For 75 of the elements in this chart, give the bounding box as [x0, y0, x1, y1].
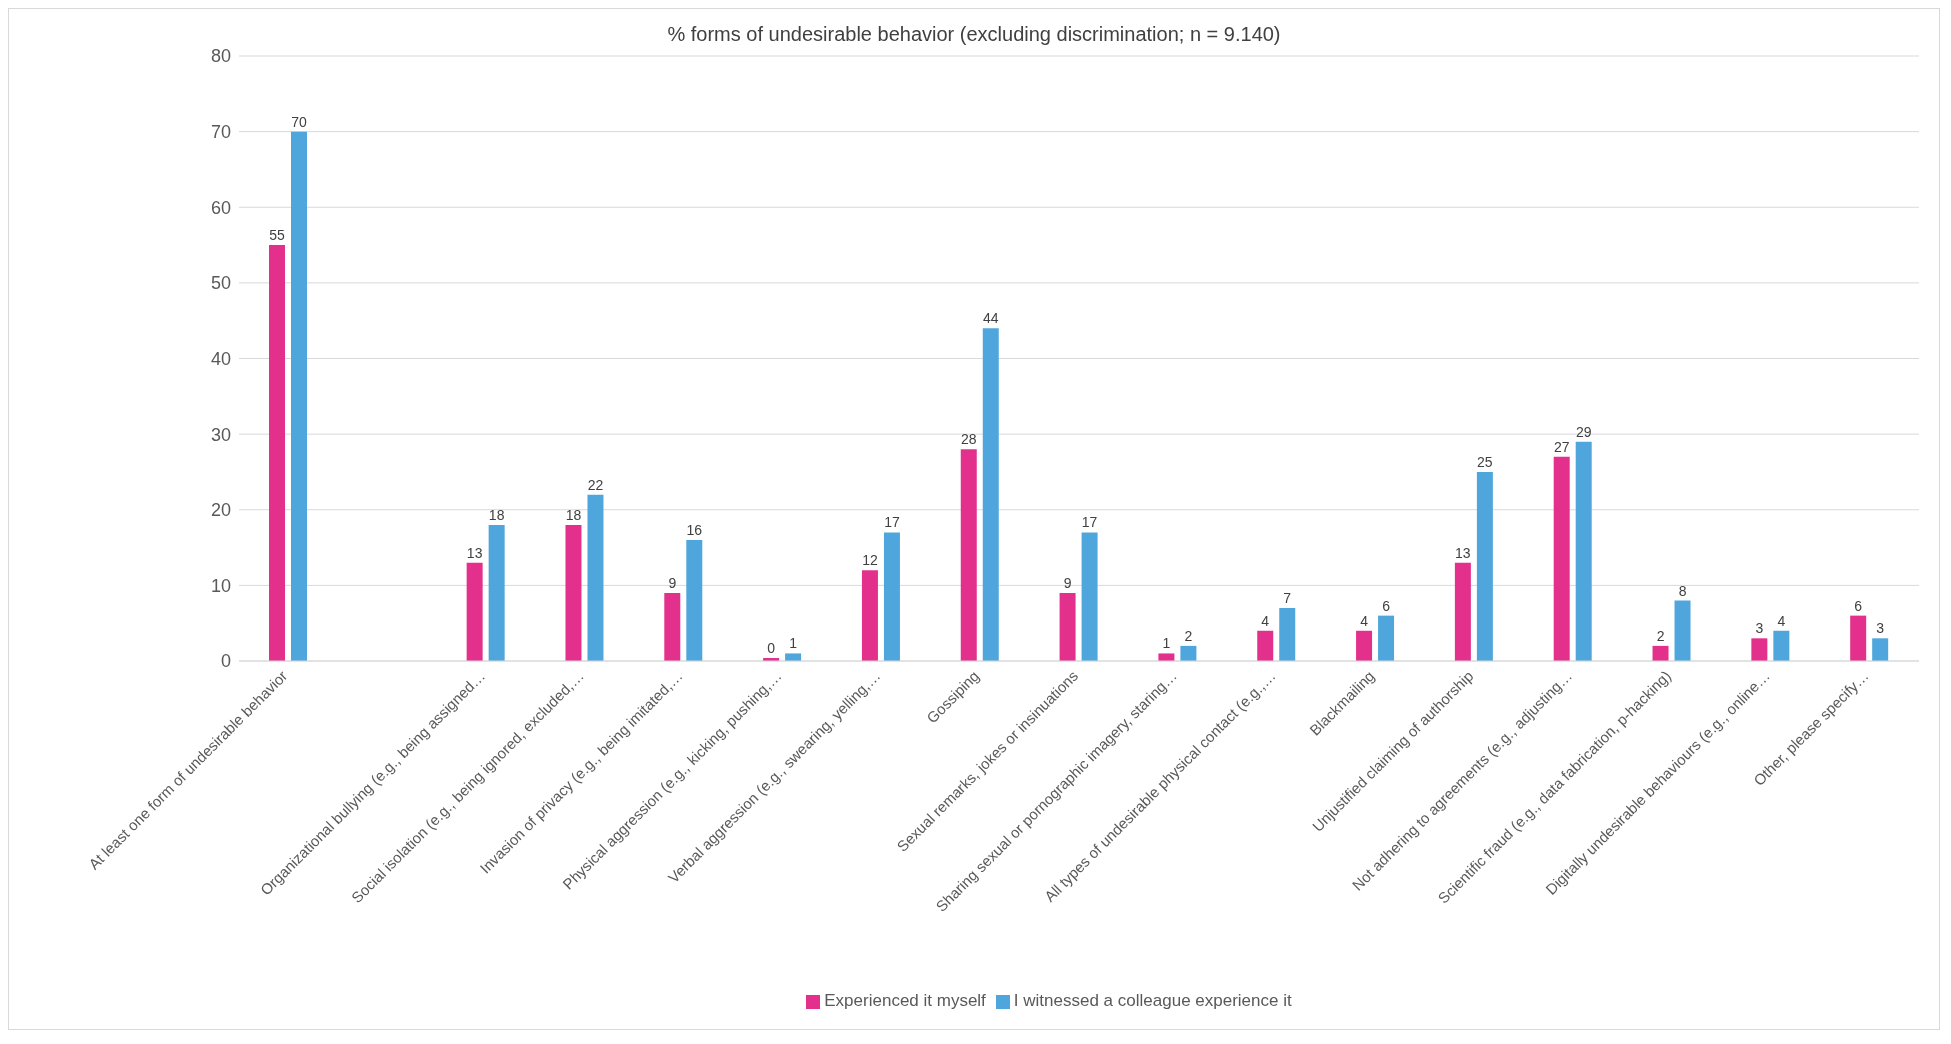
bar: [1158, 653, 1175, 661]
data-label: 12: [862, 552, 878, 569]
data-label: 3: [1876, 620, 1885, 637]
data-label: 8: [1678, 582, 1687, 599]
data-label: 4: [1360, 612, 1369, 629]
y-tick-label: 60: [210, 197, 231, 218]
data-label: 18: [565, 506, 582, 523]
data-label: 6: [1382, 597, 1391, 614]
bar: [1059, 592, 1076, 661]
chart-title: % forms of undesirable behavior (excluding discrimination; n = 9.140): [666, 22, 1282, 46]
data-label: 18: [488, 506, 505, 523]
data-label: 4: [1261, 612, 1270, 629]
data-label: 25: [1477, 453, 1493, 470]
data-label: 9: [1063, 574, 1072, 591]
legend-label: I witnessed a colleague experience it: [1013, 991, 1292, 1010]
data-label: 1: [1162, 635, 1171, 652]
data-label: 70: [291, 113, 307, 130]
bar: [1356, 630, 1373, 661]
bar: [785, 653, 802, 661]
bar: [686, 540, 703, 661]
bar: [1652, 645, 1669, 661]
bar: [291, 131, 307, 661]
data-label: 6: [1854, 597, 1863, 614]
data-label: 2: [1656, 627, 1665, 644]
bar: [1180, 645, 1197, 661]
y-tick-label: 50: [210, 273, 231, 294]
bar: [1872, 638, 1889, 661]
bar: [1257, 630, 1274, 661]
data-label: 9: [668, 574, 677, 591]
bar: [960, 449, 977, 661]
data-label: 22: [587, 476, 604, 493]
bar: [1773, 630, 1790, 661]
y-tick-label: 10: [210, 575, 231, 596]
bar: [982, 328, 999, 661]
bar: [1454, 562, 1471, 661]
bar: [269, 245, 285, 661]
data-label: 0: [767, 639, 776, 656]
bar: [664, 592, 681, 661]
bar: [1575, 441, 1592, 661]
bar: [1751, 638, 1768, 661]
bar: [466, 562, 483, 661]
y-tick-label: 30: [210, 424, 231, 445]
y-tick-label: 40: [210, 348, 231, 369]
y-tick-label: 20: [210, 500, 231, 521]
data-label: 17: [1081, 514, 1098, 531]
bar: [488, 524, 505, 661]
data-label: 2: [1184, 627, 1193, 644]
y-tick-label: 80: [210, 46, 231, 67]
data-label: 27: [1553, 438, 1570, 455]
y-tick-label: 0: [220, 651, 231, 672]
bar: [1081, 532, 1098, 661]
bar: [861, 570, 878, 661]
data-label: 55: [269, 227, 285, 244]
data-label: 29: [1575, 423, 1592, 440]
legend-label: Experienced it myself: [824, 991, 986, 1010]
bar: [565, 524, 582, 661]
data-label: 17: [884, 514, 900, 531]
bar: [1279, 608, 1296, 661]
bar: [587, 494, 604, 661]
data-label: 44: [982, 310, 999, 327]
data-label: 4: [1777, 612, 1786, 629]
data-label: 3: [1755, 620, 1764, 637]
data-label: 16: [686, 522, 703, 538]
bar: [1553, 456, 1570, 661]
bar: [1674, 600, 1691, 661]
data-label: 7: [1283, 590, 1292, 607]
data-label: 13: [466, 544, 483, 561]
bar: [883, 532, 900, 661]
y-tick-label: 70: [210, 122, 231, 143]
bar: [1476, 471, 1493, 661]
data-label: 28: [960, 431, 977, 448]
data-label: 13: [1455, 544, 1471, 561]
data-label: 1: [789, 635, 798, 652]
bar: [1378, 615, 1395, 661]
bar: [1850, 615, 1867, 661]
